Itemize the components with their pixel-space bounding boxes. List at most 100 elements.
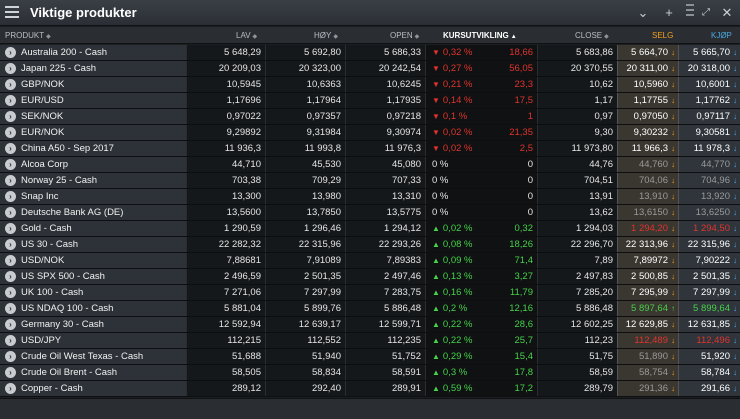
table-row[interactable]: › Australia 200 - Cash 5 648,29 5 692,80 5 6… — [0, 45, 740, 61]
table-row[interactable]: › SEK/NOK 0,97022 0,97357 0,97218 ▼ 0,1 % 1 0,97… — [0, 109, 740, 125]
product-name[interactable]: › Crude Oil Brent - Cash — [0, 365, 186, 380]
product-name[interactable]: › EUR/USD — [0, 93, 186, 108]
buy-price[interactable]: 1 294,50 ↓ — [678, 221, 740, 236]
table-row[interactable]: › Japan 225 - Cash 20 209,03 20 323,00 20 24… — [0, 61, 740, 77]
sell-price[interactable]: 51,890 ↓ — [617, 349, 678, 364]
chevron-right-icon[interactable]: › — [5, 207, 16, 218]
chevron-right-icon[interactable]: › — [5, 191, 16, 202]
buy-price[interactable]: 13,6250 ↓ — [678, 205, 740, 220]
header-lav[interactable]: LAV ◆ — [236, 31, 258, 40]
chevron-right-icon[interactable]: › — [5, 223, 16, 234]
buy-price[interactable]: 291,66 ↓ — [678, 381, 740, 396]
table-row[interactable]: › Gold - Cash 1 290,59 1 296,46 1 294,12 ▲ 0,0… — [0, 221, 740, 237]
buy-price[interactable]: 0,97117 ↓ — [678, 109, 740, 124]
chevron-right-icon[interactable]: › — [5, 47, 16, 58]
header-close[interactable]: CLOSE ◆ — [575, 31, 609, 40]
buy-price[interactable]: 12 631,85 ↓ — [678, 317, 740, 332]
table-row[interactable]: › Copper - Cash 289,12 292,40 289,91 ▲ 0,59 % 1… — [0, 381, 740, 397]
buy-price[interactable]: 20 318,00 ↓ — [678, 61, 740, 76]
chevron-right-icon[interactable]: › — [5, 287, 16, 298]
product-name[interactable]: › Snap Inc — [0, 189, 186, 204]
sell-price[interactable]: 2 500,85 ↓ — [617, 269, 678, 284]
table-row[interactable]: › Norway 25 - Cash 703,38 709,29 707,33 0 % 0 7… — [0, 173, 740, 189]
chevron-right-icon[interactable]: › — [5, 95, 16, 106]
chevron-right-icon[interactable]: › — [5, 271, 16, 282]
product-name[interactable]: › Crude Oil West Texas - Cash — [0, 349, 186, 364]
sell-price[interactable]: 10,5960 ↓ — [617, 77, 678, 92]
chevron-right-icon[interactable]: › — [5, 319, 16, 330]
sell-price[interactable]: 1 294,20 ↓ — [617, 221, 678, 236]
product-name[interactable]: › USD/JPY — [0, 333, 186, 348]
product-name[interactable]: › GBP/NOK — [0, 77, 186, 92]
table-row[interactable]: › Crude Oil West Texas - Cash 51,688 51,940… — [0, 349, 740, 365]
drag-handle-icon[interactable] — [684, 1, 696, 23]
sell-price[interactable]: 13,6150 ↓ — [617, 205, 678, 220]
product-name[interactable]: › US 30 - Cash — [0, 237, 186, 252]
sell-price[interactable]: 9,30232 ↓ — [617, 125, 678, 140]
sell-price[interactable]: 112,489 ↓ — [617, 333, 678, 348]
buy-price[interactable]: 22 315,96 ↓ — [678, 237, 740, 252]
table-row[interactable]: › UK 100 - Cash 7 271,06 7 297,99 7 283,75 ▲ 0… — [0, 285, 740, 301]
buy-price[interactable]: 7,90222 ↓ — [678, 253, 740, 268]
product-name[interactable]: › EUR/NOK — [0, 125, 186, 140]
buy-price[interactable]: 11 978,3 ↓ — [678, 141, 740, 156]
chevron-right-icon[interactable]: › — [5, 159, 16, 170]
sell-price[interactable]: 7 295,99 ↓ — [617, 285, 678, 300]
header-open[interactable]: OPEN ◆ — [390, 31, 420, 40]
chevron-right-icon[interactable]: › — [5, 335, 16, 346]
chevron-right-icon[interactable]: › — [5, 239, 16, 250]
buy-price[interactable]: 5 899,64 ↓ — [678, 301, 740, 316]
sell-price[interactable]: 1,17755 ↓ — [617, 93, 678, 108]
buy-price[interactable]: 58,784 ↓ — [678, 365, 740, 380]
chevron-right-icon[interactable]: › — [5, 63, 16, 74]
sell-price[interactable]: 0,97050 ↓ — [617, 109, 678, 124]
header-produkt[interactable]: PRODUKT ◆ — [5, 31, 51, 40]
product-name[interactable]: › USD/NOK — [0, 253, 186, 268]
sell-price[interactable]: 11 966,3 ↓ — [617, 141, 678, 156]
table-row[interactable]: › USD/NOK 7,88681 7,91089 7,89383 ▲ 0,09 % 71,4… — [0, 253, 740, 269]
table-row[interactable]: › EUR/NOK 9,29892 9,31984 9,30974 ▼ 0,02 % 21,3… — [0, 125, 740, 141]
buy-price[interactable]: 704,96 ↓ — [678, 173, 740, 188]
buy-price[interactable]: 112,496 ↓ — [678, 333, 740, 348]
sell-price[interactable]: 5 897,64 ↑ — [617, 301, 678, 316]
chevron-right-icon[interactable]: › — [5, 255, 16, 266]
product-name[interactable]: › Copper - Cash — [0, 381, 186, 396]
buy-price[interactable]: 7 297,99 ↓ — [678, 285, 740, 300]
product-name[interactable]: › China A50 - Sep 2017 — [0, 141, 186, 156]
chevron-right-icon[interactable]: › — [5, 127, 16, 138]
buy-price[interactable]: 1,17762 ↓ — [678, 93, 740, 108]
header-selg[interactable]: SELG — [652, 31, 674, 40]
sell-price[interactable]: 5 664,70 ↓ — [617, 45, 678, 60]
sell-price[interactable]: 44,760 ↓ — [617, 157, 678, 172]
table-row[interactable]: › Alcoa Corp 44,710 45,530 45,080 0 % 0 44,76 44… — [0, 157, 740, 173]
sell-price[interactable]: 13,910 ↓ — [617, 189, 678, 204]
table-row[interactable]: › China A50 - Sep 2017 11 936,3 11 993,8 11 … — [0, 141, 740, 157]
expand-icon[interactable]: ⤢ — [702, 7, 710, 18]
buy-price[interactable]: 2 501,35 ↓ — [678, 269, 740, 284]
product-name[interactable]: › SEK/NOK — [0, 109, 186, 124]
chevron-right-icon[interactable]: › — [5, 79, 16, 90]
table-row[interactable]: › USD/JPY 112,215 112,552 112,235 ▲ 0,22 % 25,7… — [0, 333, 740, 349]
product-name[interactable]: › Deutsche Bank AG (DE) — [0, 205, 186, 220]
chevron-right-icon[interactable]: › — [5, 143, 16, 154]
menu-icon[interactable] — [5, 6, 19, 18]
chevron-right-icon[interactable]: › — [5, 351, 16, 362]
sell-price[interactable]: 12 629,85 ↓ — [617, 317, 678, 332]
table-row[interactable]: › Germany 30 - Cash 12 592,94 12 639,17 12 5… — [0, 317, 740, 333]
product-name[interactable]: › Australia 200 - Cash — [0, 45, 186, 60]
sell-price[interactable]: 22 313,96 ↓ — [617, 237, 678, 252]
product-name[interactable]: › Norway 25 - Cash — [0, 173, 186, 188]
table-row[interactable]: › EUR/USD 1,17696 1,17964 1,17935 ▼ 0,14 % 17,5… — [0, 93, 740, 109]
sell-price[interactable]: 704,06 ↓ — [617, 173, 678, 188]
buy-price[interactable]: 44,770 ↓ — [678, 157, 740, 172]
table-row[interactable]: › US SPX 500 - Cash 2 496,59 2 501,35 2 497,… — [0, 269, 740, 285]
table-row[interactable]: › US NDAQ 100 - Cash 5 881,04 5 899,76 5 886… — [0, 301, 740, 317]
chevron-right-icon[interactable]: › — [5, 367, 16, 378]
table-row[interactable]: › US 30 - Cash 22 282,32 22 315,96 22 293,26… — [0, 237, 740, 253]
product-name[interactable]: › Germany 30 - Cash — [0, 317, 186, 332]
buy-price[interactable]: 13,920 ↓ — [678, 189, 740, 204]
chevron-right-icon[interactable]: › — [5, 303, 16, 314]
product-name[interactable]: › US SPX 500 - Cash — [0, 269, 186, 284]
header-kjop[interactable]: KJØP — [711, 31, 732, 40]
product-name[interactable]: › Gold - Cash — [0, 221, 186, 236]
